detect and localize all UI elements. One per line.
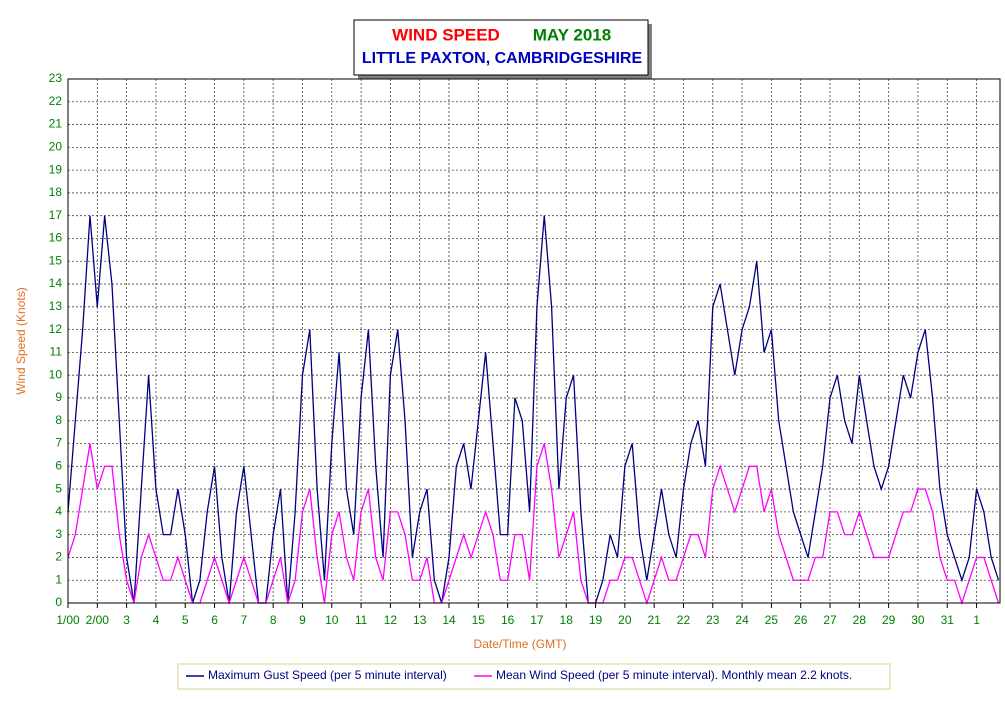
x-tick-label: 15 — [472, 613, 486, 627]
y-tick-label: 23 — [49, 71, 63, 85]
y-tick-label: 17 — [49, 208, 63, 222]
x-tick-label: 3 — [123, 613, 130, 627]
y-tick-label: 4 — [55, 504, 62, 518]
x-tick-label: 30 — [911, 613, 925, 627]
x-tick-label: 22 — [677, 613, 691, 627]
y-tick-label: 22 — [49, 94, 63, 108]
chart-title: WIND SPEED — [392, 25, 500, 44]
x-tick-label: 24 — [735, 613, 749, 627]
x-tick-label: 1 — [973, 613, 980, 627]
x-tick-label: 10 — [325, 613, 339, 627]
y-tick-label: 12 — [49, 322, 63, 336]
chart-title-month: MAY 2018 — [533, 25, 611, 44]
legend-label: Maximum Gust Speed (per 5 minute interva… — [208, 668, 447, 682]
x-tick-label: 7 — [241, 613, 248, 627]
x-tick-label: 5 — [182, 613, 189, 627]
x-tick-label: 20 — [618, 613, 632, 627]
x-tick-label: 27 — [823, 613, 837, 627]
y-tick-label: 0 — [55, 595, 62, 609]
x-tick-label: 31 — [941, 613, 955, 627]
x-tick-label: 23 — [706, 613, 720, 627]
y-axis-label: Wind Speed (Knots) — [14, 287, 28, 394]
y-tick-label: 20 — [49, 140, 63, 154]
x-axis-label: Date/Time (GMT) — [474, 637, 567, 651]
x-tick-label: 25 — [765, 613, 779, 627]
chart-subtitle: LITTLE PAXTON, CAMBRIDGESHIRE — [362, 50, 643, 67]
y-tick-label: 1 — [55, 572, 62, 586]
x-tick-label: 28 — [853, 613, 867, 627]
legend-box — [177, 663, 891, 690]
y-tick-label: 5 — [55, 481, 62, 495]
y-tick-label: 18 — [49, 185, 63, 199]
x-tick-label: 21 — [647, 613, 661, 627]
x-tick-label: 14 — [442, 613, 456, 627]
series-line — [67, 215, 1000, 604]
y-tick-label: 9 — [55, 390, 62, 404]
x-tick-label: 18 — [560, 613, 574, 627]
y-tick-label: 16 — [49, 231, 63, 245]
x-tick-label: 8 — [270, 613, 277, 627]
title-box — [353, 19, 649, 76]
y-tick-label: 10 — [49, 367, 63, 381]
series-line — [67, 443, 1000, 606]
x-tick-label: 6 — [211, 613, 218, 627]
x-tick-label: 26 — [794, 613, 808, 627]
x-tick-label: 4 — [153, 613, 160, 627]
y-tick-label: 8 — [55, 413, 62, 427]
x-tick-label: 12 — [384, 613, 398, 627]
x-tick-label: 29 — [882, 613, 896, 627]
y-tick-label: 11 — [50, 345, 63, 359]
y-tick-label: 15 — [49, 253, 63, 267]
x-tick-label: 2/00 — [86, 613, 110, 627]
plot-area — [68, 79, 1000, 603]
legend-label: Mean Wind Speed (per 5 minute interval).… — [496, 668, 852, 682]
y-tick-label: 7 — [55, 436, 62, 450]
x-tick-label: 19 — [589, 613, 603, 627]
y-tick-label: 19 — [49, 162, 63, 176]
y-tick-label: 3 — [55, 527, 62, 541]
x-tick-label: 17 — [530, 613, 544, 627]
y-tick-label: 14 — [49, 276, 63, 290]
x-tick-label: 9 — [299, 613, 306, 627]
x-tick-label: 16 — [501, 613, 515, 627]
y-tick-label: 2 — [55, 550, 62, 564]
y-tick-label: 6 — [55, 458, 62, 472]
y-tick-label: 13 — [49, 299, 63, 313]
y-tick-label: 21 — [49, 117, 63, 131]
x-tick-label: 11 — [355, 613, 368, 627]
x-tick-label: 13 — [413, 613, 427, 627]
x-tick-label: 1/00 — [56, 613, 80, 627]
plot-border — [67, 78, 1001, 604]
